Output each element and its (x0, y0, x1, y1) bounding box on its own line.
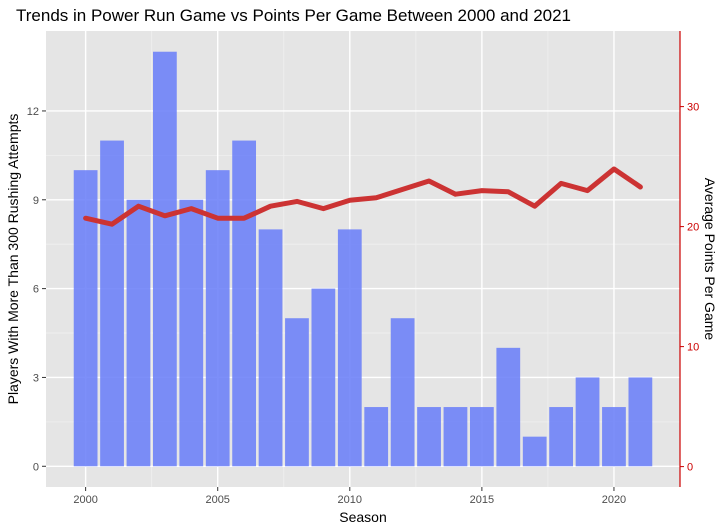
x-axis: 2000 2005 2010 2015 2020 (73, 487, 626, 506)
right-tick-label: 10 (687, 342, 699, 354)
bar (205, 170, 230, 467)
right-axis: 0 10 20 30 (679, 31, 699, 487)
bar (443, 407, 468, 467)
x-tick-label: 2000 (73, 494, 97, 506)
bar (179, 199, 204, 467)
bar (496, 347, 521, 467)
x-axis-title: Season (339, 509, 386, 525)
right-tick-label: 30 (687, 102, 699, 114)
points-per-game-line (83, 166, 643, 227)
right-axis-title: Average Points Per Game (702, 178, 718, 341)
bar (469, 407, 494, 467)
grid-minor (46, 31, 680, 487)
x-tick-label: 2020 (602, 494, 626, 506)
bar (232, 140, 257, 467)
x-tick-label: 2015 (470, 494, 494, 506)
right-tick-label: 0 (687, 462, 693, 474)
left-tick-label: 0 (33, 461, 39, 473)
bar-series (73, 51, 653, 467)
left-tick-label: 12 (27, 106, 39, 118)
bar (337, 229, 362, 467)
bar (628, 377, 653, 467)
right-tick-label: 20 (687, 222, 699, 234)
left-axis: 0 3 6 9 12 (27, 106, 46, 473)
bar (522, 436, 547, 467)
bar (152, 51, 177, 467)
left-tick-label: 6 (33, 284, 39, 296)
bar (390, 318, 415, 467)
bar (575, 377, 600, 467)
chart-title: Trends in Power Run Game vs Points Per G… (16, 6, 572, 25)
bar (285, 318, 309, 467)
bar (100, 140, 124, 467)
left-axis-title: Players With More Than 300 Rushing Attem… (5, 114, 21, 405)
bar (311, 288, 336, 467)
bar (258, 229, 283, 467)
left-tick-label: 3 (33, 372, 39, 384)
bar (364, 407, 389, 467)
bar (126, 199, 151, 467)
bar (73, 170, 98, 467)
x-tick-label: 2010 (338, 494, 362, 506)
left-tick-label: 9 (33, 195, 39, 207)
x-tick-label: 2005 (205, 494, 229, 506)
bar (417, 407, 441, 467)
bar (602, 407, 626, 467)
bar (549, 407, 574, 467)
